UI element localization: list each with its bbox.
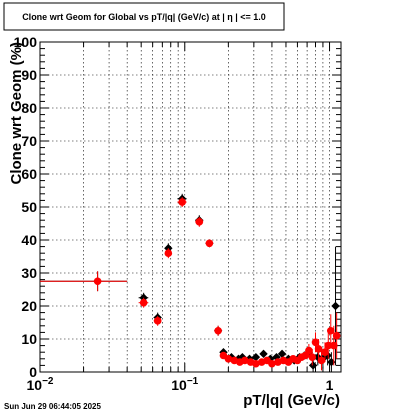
y-tick-label: 10	[21, 331, 37, 347]
data-point	[331, 301, 340, 311]
y-tick-label: 40	[21, 232, 37, 248]
y-tick-label: 90	[21, 67, 37, 83]
x-axis-title: pT/|q| (GeV/c)	[243, 392, 340, 409]
data-point	[308, 353, 317, 361]
x-tick-label: 10−2	[27, 376, 54, 393]
data-point	[326, 326, 335, 335]
series-0	[40, 193, 340, 372]
y-tick-label: 50	[21, 199, 37, 215]
y-tick-label: 20	[21, 298, 37, 314]
data-point	[93, 277, 102, 286]
data-point	[327, 357, 336, 367]
series-1	[40, 197, 341, 371]
chart-title: Clone wrt Geom for Global vs pT/|q| (GeV…	[22, 12, 266, 22]
data-point	[314, 345, 323, 353]
y-tick-label: 30	[21, 265, 37, 281]
data-point	[139, 298, 148, 307]
data-point	[224, 355, 233, 363]
data-point	[324, 341, 333, 350]
data-point	[153, 317, 162, 325]
timestamp: Sun Jun 29 06:44:05 2025	[4, 402, 101, 411]
x-tick-label: 10−1	[171, 376, 198, 393]
data-point	[164, 249, 173, 257]
data-point	[251, 352, 261, 362]
data-point	[238, 352, 247, 362]
data-point	[329, 341, 338, 350]
data-point	[332, 331, 341, 340]
y-tick-label: 80	[21, 100, 37, 116]
data-point	[321, 348, 329, 357]
title-box	[3, 2, 285, 31]
grid	[40, 42, 341, 372]
data-point	[277, 349, 287, 359]
y-tick-label: 0	[29, 364, 37, 380]
x-tick-label: 1	[326, 377, 334, 393]
y-tick-label: 60	[21, 166, 37, 182]
data-series	[40, 193, 341, 372]
axis-ticks	[39, 41, 341, 373]
data-point	[317, 356, 326, 365]
data-point	[305, 346, 313, 355]
data-point	[311, 338, 320, 347]
data-point	[308, 361, 318, 370]
data-point	[195, 218, 204, 226]
data-point	[259, 349, 268, 359]
tick-labels: 0 10 20 30 40 50 60 70 80 90 100 10−2 10−1 1	[14, 34, 334, 393]
y-axis-title: Clone wrt Geom (%)	[8, 42, 25, 185]
data-point	[214, 326, 222, 335]
data-point	[268, 359, 276, 368]
data-point	[252, 359, 260, 368]
y-tick-label: 100	[14, 34, 38, 50]
data-point	[178, 198, 187, 206]
y-tick-label: 70	[21, 133, 37, 149]
data-point	[205, 239, 214, 248]
data-point	[241, 356, 249, 365]
